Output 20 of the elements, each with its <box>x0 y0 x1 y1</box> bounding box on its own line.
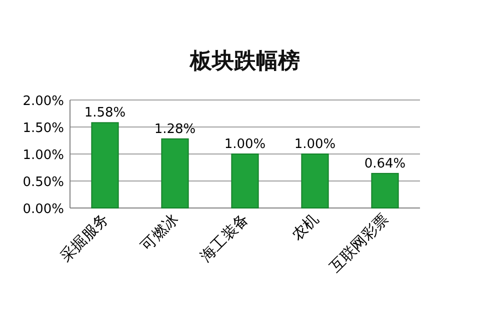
y-tick-label: 0.50% <box>22 175 64 190</box>
bar <box>91 122 119 208</box>
y-tick-label: 1.50% <box>22 121 64 136</box>
chart-title: 板块跌幅榜 <box>189 49 300 74</box>
bar <box>231 154 259 208</box>
x-tick-label: 互联网彩票 <box>326 210 392 276</box>
bar <box>301 154 329 208</box>
data-label: 1.58% <box>84 106 126 121</box>
y-tick-label: 2.00% <box>22 94 64 109</box>
y-tick-label: 0.00% <box>22 202 64 217</box>
x-tick-label: 农机 <box>288 210 322 244</box>
x-tick-label: 海工装备 <box>196 210 252 266</box>
data-label: 1.00% <box>224 137 266 152</box>
data-label: 0.64% <box>364 156 406 172</box>
x-tick-label: 可燃冰 <box>137 210 182 255</box>
bar <box>371 172 399 208</box>
data-label: 1.28% <box>154 122 196 137</box>
bar <box>161 138 189 208</box>
y-tick-label: 1.00% <box>22 148 64 163</box>
data-label: 1.00% <box>294 137 336 152</box>
